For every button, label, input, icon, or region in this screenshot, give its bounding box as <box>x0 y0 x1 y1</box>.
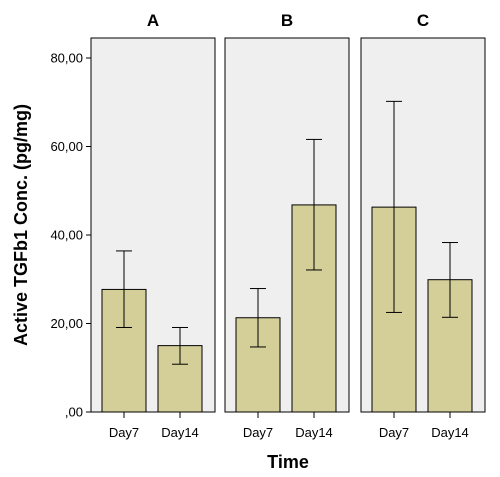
x-tick-label: Day7 <box>243 425 273 440</box>
y-tick-label: 40,00 <box>50 228 83 243</box>
error-bar <box>306 138 322 271</box>
y-tick-label: 80,00 <box>50 51 83 66</box>
y-tick-label: 60,00 <box>50 139 83 154</box>
error-bar <box>116 250 132 328</box>
panels: A Day7 Day14 B Day7 Day14 C Day7 Day14 <box>90 11 486 440</box>
error-bar <box>172 326 188 365</box>
x-tick-label: Day7 <box>379 425 409 440</box>
y-tick-label: ,00 <box>65 405 83 420</box>
x-axis-title: Time <box>267 452 309 472</box>
error-bar <box>250 288 266 348</box>
panel-b: B Day7 Day14 <box>224 11 350 440</box>
panel-title: C <box>417 11 429 30</box>
x-tick-label: Day7 <box>109 425 139 440</box>
panel-c: C Day7 Day14 <box>360 11 486 440</box>
y-axis: ,00 20,00 40,00 60,00 80,00 <box>50 51 91 420</box>
x-tick-label: Day14 <box>295 425 333 440</box>
panel-title: A <box>147 11 159 30</box>
x-tick-label: Day14 <box>431 425 469 440</box>
panel-title: B <box>281 11 293 30</box>
y-tick-label: 20,00 <box>50 316 83 331</box>
error-bar <box>442 242 458 318</box>
error-bar <box>386 100 402 313</box>
x-tick-label: Day14 <box>161 425 199 440</box>
panel-a: A Day7 Day14 <box>90 11 216 440</box>
y-axis-title: Active TGFb1 Conc. (pg/mg) <box>11 104 31 346</box>
